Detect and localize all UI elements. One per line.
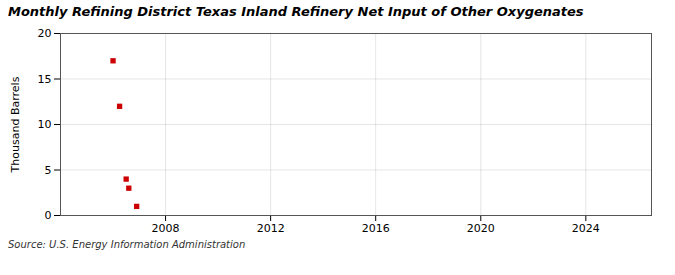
svg-text:2016: 2016 [362, 222, 390, 235]
svg-text:Thousand Barrels: Thousand Barrels [9, 76, 22, 173]
svg-text:2008: 2008 [152, 222, 180, 235]
svg-text:2024: 2024 [572, 222, 600, 235]
svg-text:10: 10 [38, 118, 52, 131]
svg-text:20: 20 [38, 27, 52, 40]
svg-text:15: 15 [38, 73, 52, 86]
html-text:Source: U.S. Energy Informatio: Source: U.S. Energy Information Administ… [8, 239, 246, 250]
html-text:Monthly Refining District Texa: Monthly Refining District Texas Inland R… [8, 4, 584, 19]
svg-text:2012: 2012 [257, 222, 285, 235]
svg-text:2020: 2020 [467, 222, 495, 235]
svg-text:5: 5 [45, 164, 52, 177]
svg-text:0: 0 [45, 209, 52, 222]
